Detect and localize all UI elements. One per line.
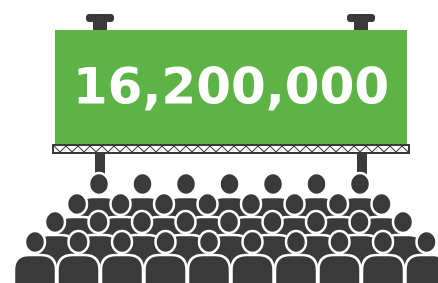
person-head xyxy=(176,173,196,195)
person-head xyxy=(112,231,132,253)
person-head xyxy=(350,211,370,233)
person-body xyxy=(145,255,187,283)
person-head xyxy=(25,231,45,253)
crowd xyxy=(14,173,438,283)
person-head xyxy=(393,211,413,233)
person-head xyxy=(156,231,176,253)
person-head xyxy=(350,173,370,195)
person-body xyxy=(101,255,143,283)
person-head xyxy=(306,211,326,233)
person-body xyxy=(188,255,230,283)
person-head xyxy=(199,231,219,253)
person-head xyxy=(330,231,350,253)
person-head xyxy=(219,211,239,233)
lamp-head xyxy=(347,14,375,22)
person-head xyxy=(111,193,131,215)
lamp-head xyxy=(86,14,114,22)
person-head xyxy=(220,173,240,195)
person-head xyxy=(67,193,87,215)
person-head xyxy=(176,211,196,233)
person-head xyxy=(154,193,174,215)
person-head xyxy=(198,193,218,215)
person-head xyxy=(45,211,65,233)
person-body xyxy=(58,255,100,283)
page: {"billboard": {"text": "16,200,000"}} 16… xyxy=(0,0,438,283)
lamps xyxy=(86,14,375,32)
person-head xyxy=(243,231,263,253)
person-head xyxy=(373,231,393,253)
person-head xyxy=(286,231,306,253)
person-body xyxy=(14,255,56,283)
person-head xyxy=(133,173,153,195)
person-head xyxy=(69,231,89,253)
person-head xyxy=(132,211,152,233)
person-head xyxy=(372,193,392,215)
truss xyxy=(53,145,409,153)
person-body xyxy=(406,255,438,283)
billboard-number: 16,200,000 xyxy=(73,58,389,116)
person-head xyxy=(89,211,109,233)
infographic: 16,200,000 xyxy=(0,0,438,283)
person-head xyxy=(263,211,283,233)
person-head xyxy=(285,193,305,215)
person-head xyxy=(89,173,109,195)
person-head xyxy=(417,231,437,253)
person-body xyxy=(362,255,404,283)
person-body xyxy=(232,255,274,283)
person-body xyxy=(319,255,361,283)
person-head xyxy=(307,173,327,195)
person-body xyxy=(275,255,317,283)
person-head xyxy=(241,193,261,215)
person-head xyxy=(263,173,283,195)
person-head xyxy=(328,193,348,215)
